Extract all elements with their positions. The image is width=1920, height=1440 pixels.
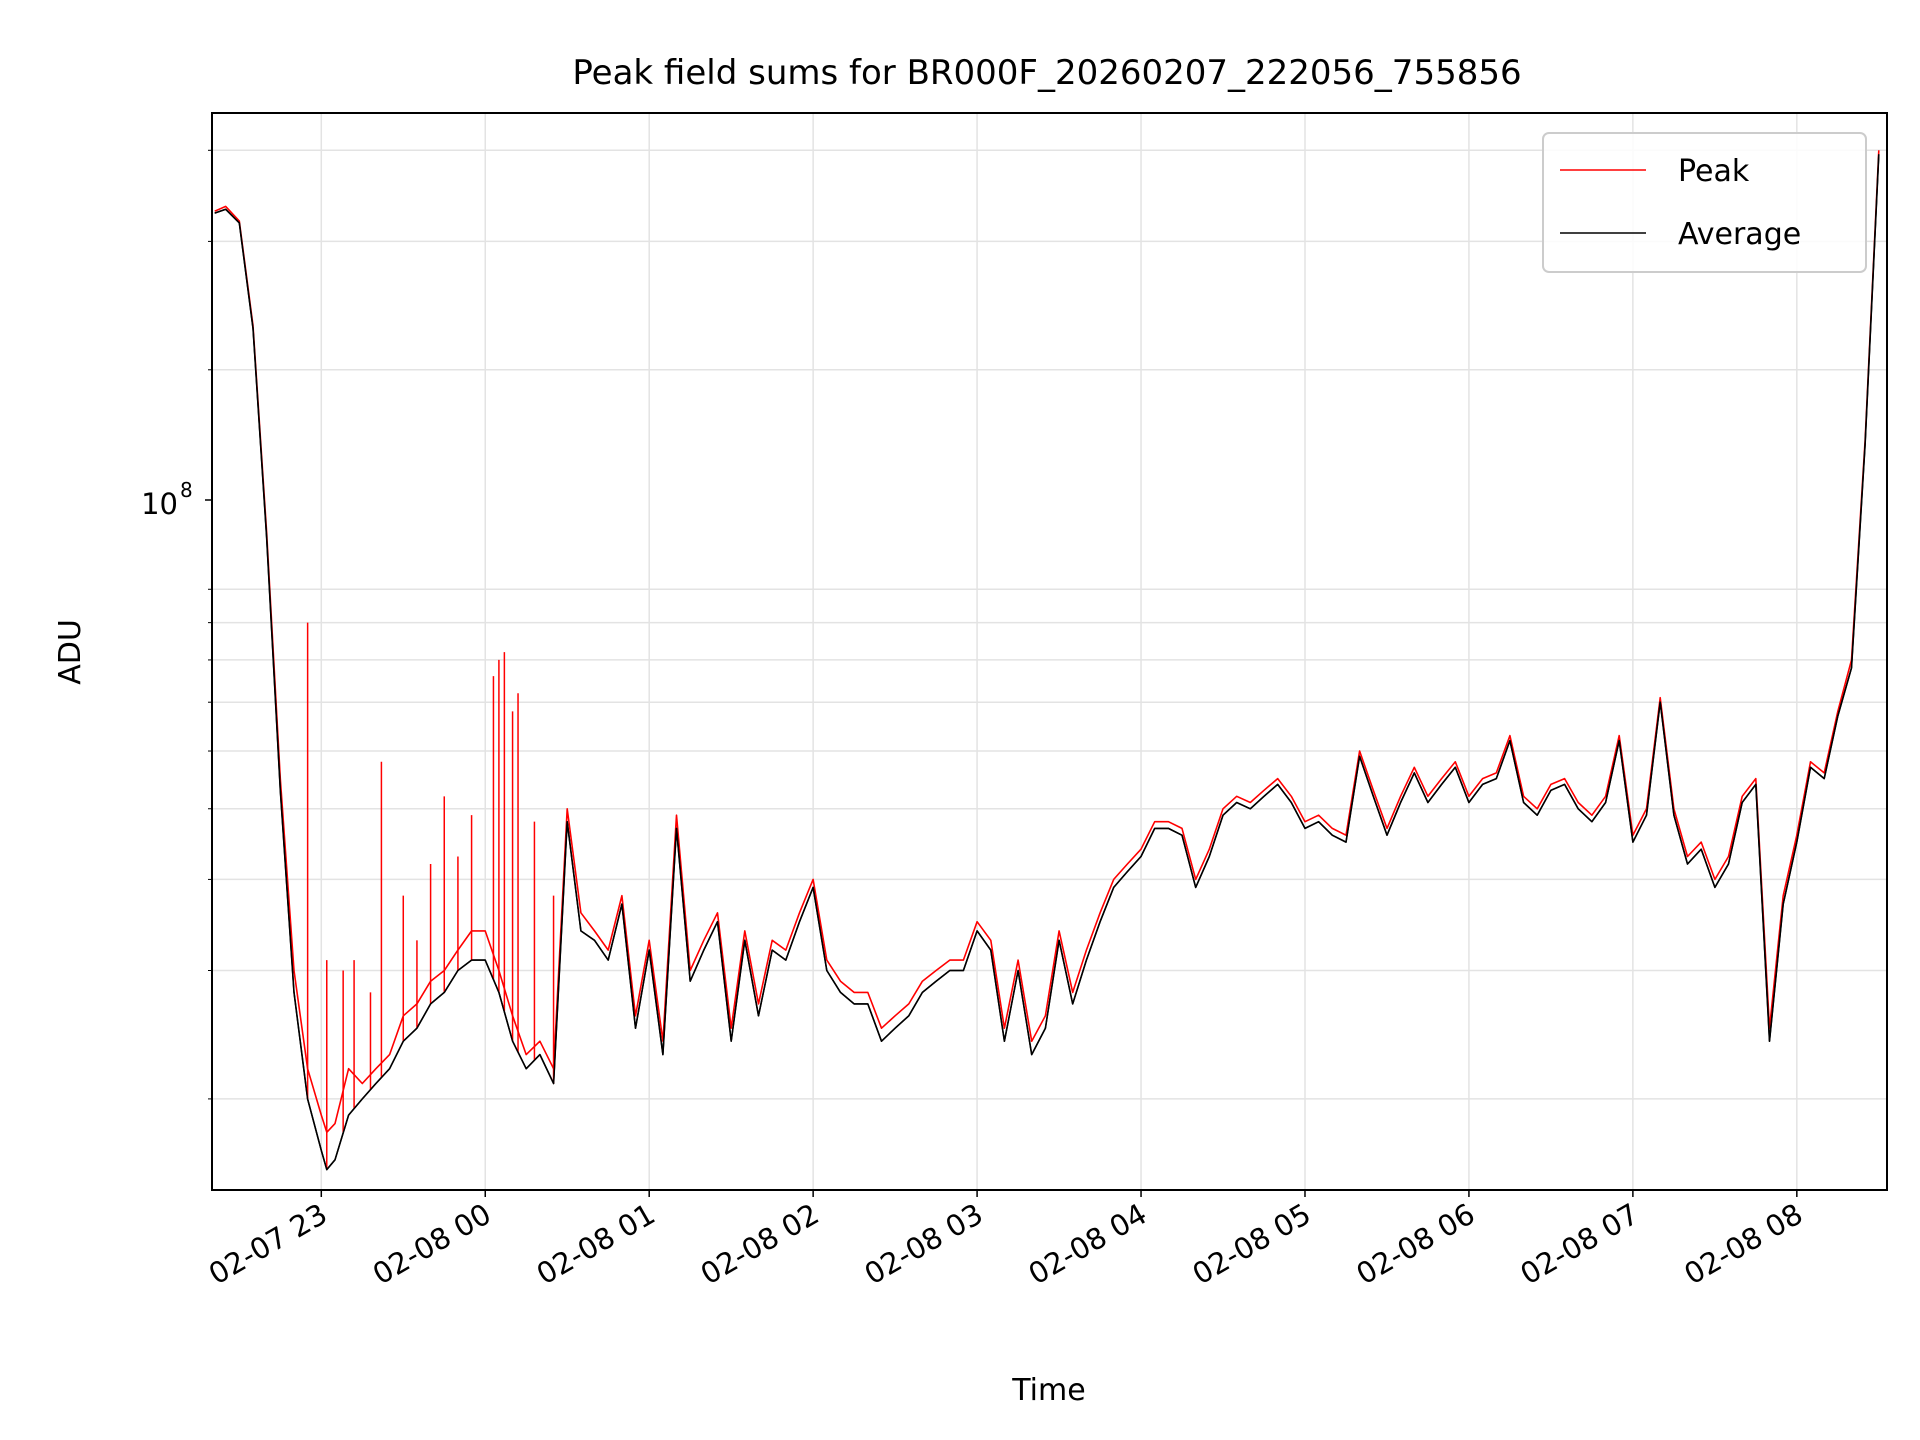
y-tick-exponent: 8 xyxy=(180,478,193,502)
legend-box xyxy=(1542,132,1867,273)
legend-average-label: Average xyxy=(1678,217,1801,252)
x-axis-label: Time xyxy=(1011,1373,1085,1408)
plot-frame xyxy=(211,112,1888,1191)
legend-peak-label: Peak xyxy=(1678,154,1750,189)
y-axis-label: ADU xyxy=(53,619,88,685)
series-line-average-overlay xyxy=(214,154,1880,1171)
legend: Peak Average xyxy=(1542,132,1867,273)
series-line-peak xyxy=(214,150,1880,1134)
y-tick-label: 10 xyxy=(141,487,178,521)
chart-title: Peak field sums for BR000F_20260207_2220… xyxy=(572,53,1521,93)
series-layer xyxy=(214,150,1880,1171)
y-axis-ticks: 10 8 xyxy=(141,478,212,521)
y-tick-base: 10 xyxy=(141,487,178,521)
